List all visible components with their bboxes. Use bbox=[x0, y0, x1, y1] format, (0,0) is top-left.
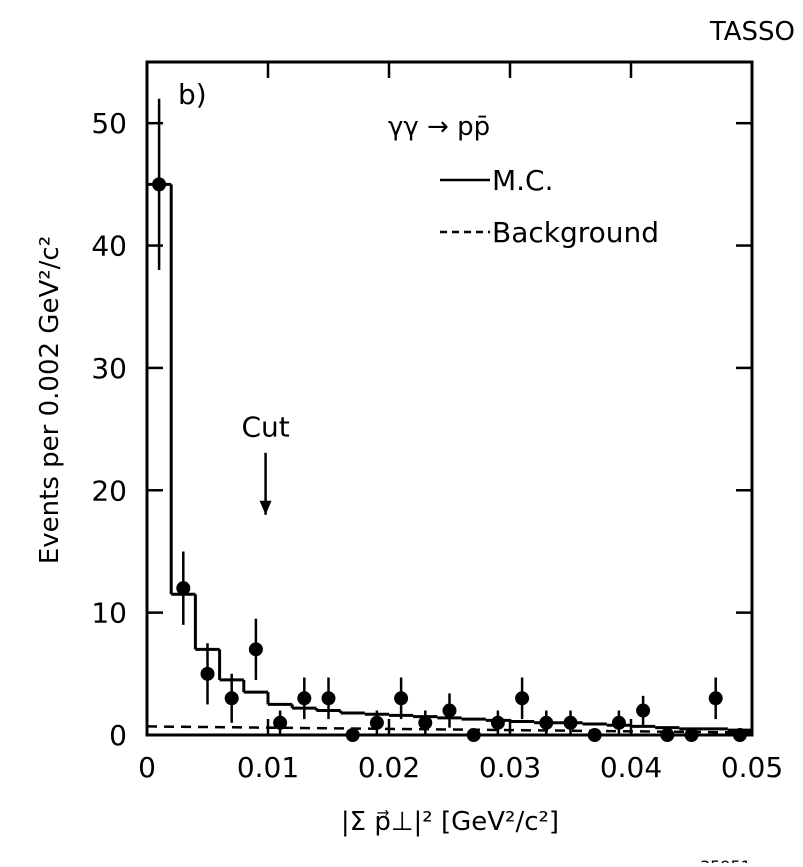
y-tick-label: 20 bbox=[91, 474, 127, 507]
data-point bbox=[345, 728, 360, 742]
data-point bbox=[660, 728, 675, 742]
data-point bbox=[297, 691, 312, 706]
legend-label: M.C. bbox=[492, 164, 554, 197]
data-point bbox=[442, 703, 457, 718]
data-point bbox=[466, 728, 481, 742]
x-tick-label: 0.05 bbox=[721, 751, 783, 784]
figure-number: 35951 bbox=[700, 857, 751, 863]
x-tick-label: 0 bbox=[138, 751, 156, 784]
data-point bbox=[248, 642, 263, 657]
x-tick-label: 0.04 bbox=[600, 751, 662, 784]
corner-label: TASSO bbox=[709, 17, 795, 47]
data-point bbox=[321, 691, 336, 706]
x-tick-label: 0.01 bbox=[237, 751, 299, 784]
y-tick-label: 40 bbox=[91, 230, 127, 263]
y-tick-label: 50 bbox=[91, 107, 127, 140]
data-point bbox=[611, 715, 626, 730]
data-point bbox=[273, 715, 288, 730]
data-point bbox=[200, 666, 215, 681]
data-point bbox=[539, 715, 554, 730]
data-point bbox=[369, 715, 384, 730]
annotation-label: Cut bbox=[241, 411, 289, 444]
data-point bbox=[563, 715, 578, 730]
x-axis-label: |Σ p⃗⊥|² [GeV²/c²] bbox=[341, 807, 559, 837]
data-point bbox=[732, 728, 747, 742]
y-tick-label: 10 bbox=[91, 597, 127, 630]
arrow-head bbox=[259, 500, 272, 515]
y-tick-label: 30 bbox=[91, 352, 127, 385]
legend-label: Background bbox=[492, 216, 659, 249]
data-point bbox=[176, 581, 191, 596]
data-point bbox=[684, 728, 699, 742]
process-label: γγ → pp̄ bbox=[388, 112, 490, 142]
y-tick-label: 0 bbox=[109, 719, 127, 752]
data-point bbox=[418, 715, 433, 730]
x-tick-label: 0.03 bbox=[479, 751, 541, 784]
y-axis-label: Events per 0.002 GeV²/c² bbox=[35, 236, 65, 564]
data-point bbox=[708, 691, 723, 706]
data-point bbox=[394, 691, 409, 706]
data-point bbox=[152, 177, 167, 192]
data-point bbox=[224, 691, 239, 706]
data-point bbox=[490, 715, 505, 730]
data-point bbox=[515, 691, 530, 706]
data-point bbox=[636, 703, 651, 718]
plot-frame bbox=[145, 60, 754, 737]
data-point bbox=[587, 728, 602, 742]
x-tick-label: 0.02 bbox=[358, 751, 420, 784]
panel-label: b) bbox=[178, 78, 207, 111]
